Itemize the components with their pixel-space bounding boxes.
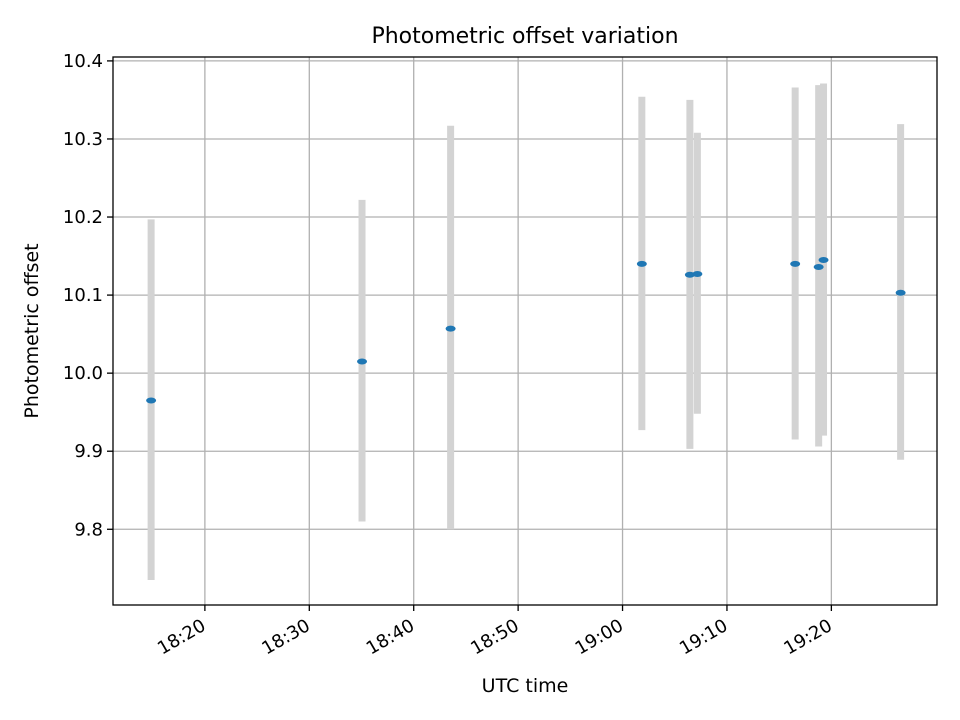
y-tick-label: 10.3 xyxy=(63,129,103,150)
y-axis-label: Photometric offset xyxy=(21,243,43,418)
grid xyxy=(113,57,937,605)
chart-title: Photometric offset variation xyxy=(371,24,678,49)
y-tick-label: 9.8 xyxy=(74,519,103,540)
data-point xyxy=(445,325,456,332)
plot-frame xyxy=(112,56,938,606)
y-axis-ticks: 9.8 9.9 10.0 10.1 10.2 10.3 10.4 xyxy=(63,51,113,540)
data-point xyxy=(813,263,824,270)
plot-area xyxy=(113,57,937,605)
y-tick-label: 10.4 xyxy=(63,51,103,72)
y-tick-label: 10.1 xyxy=(63,285,103,306)
data-point xyxy=(692,271,703,278)
data-point xyxy=(790,260,801,267)
y-tick-label: 10.2 xyxy=(63,207,103,228)
data-point xyxy=(895,289,906,296)
data-point xyxy=(636,260,647,267)
data-points xyxy=(146,256,906,404)
y-tick-label: 10.0 xyxy=(63,363,103,384)
data-point xyxy=(684,271,695,278)
x-axis-label: UTC time xyxy=(482,675,569,697)
data-point xyxy=(146,397,157,404)
data-point xyxy=(818,256,829,263)
data-point xyxy=(357,358,368,365)
y-tick-label: 9.9 xyxy=(74,441,103,462)
